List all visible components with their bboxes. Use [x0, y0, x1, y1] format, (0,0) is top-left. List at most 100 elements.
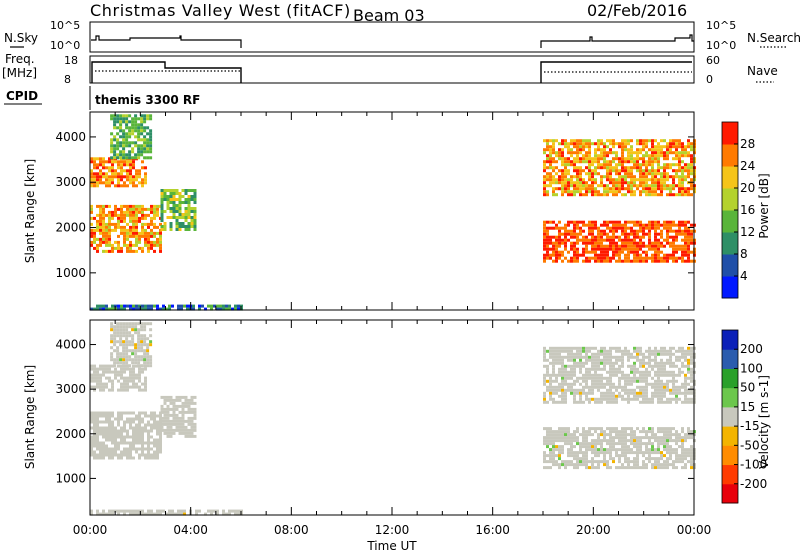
heatmap-cell [666, 433, 669, 437]
heatmap-cell [654, 148, 657, 152]
heatmap-cell [90, 441, 93, 445]
heatmap-cell [636, 436, 639, 440]
heatmap-cell [639, 253, 642, 257]
heatmap-cell [108, 157, 111, 161]
heatmap-cell [567, 346, 570, 350]
heatmap-cell [684, 232, 687, 236]
heatmap-cell [558, 142, 561, 146]
heatmap-cell [102, 447, 105, 451]
heatmap-cell [102, 181, 105, 185]
heatmap-cell [582, 241, 585, 245]
heatmap-cell [102, 166, 105, 170]
heatmap-cell [137, 346, 141, 350]
heatmap-cell [119, 144, 123, 148]
heatmap-cell [564, 172, 567, 176]
heatmap-cell [546, 235, 549, 239]
heatmap-cell [564, 349, 567, 353]
heatmap-cell [543, 247, 546, 251]
heatmap-cell [582, 346, 585, 350]
heatmap-cell [184, 401, 188, 405]
heatmap-cell [99, 160, 102, 164]
heatmap-cell [144, 379, 147, 383]
heatmap-cell [627, 445, 630, 449]
heatmap-cell [555, 385, 558, 389]
heatmap-cell [131, 117, 135, 121]
heatmap-cell [600, 175, 603, 179]
heatmap-cell [636, 169, 639, 173]
heatmap-cell [125, 138, 129, 142]
heatmap-cell [555, 223, 558, 227]
heatmap-cell [678, 178, 681, 182]
heatmap-cell [190, 401, 194, 405]
heatmap-cell [126, 376, 129, 380]
heatmap-cell [149, 328, 153, 332]
heatmap-cell [125, 325, 129, 329]
y-tick-label: 3000 [55, 175, 86, 189]
heatmap-cell [120, 246, 123, 250]
heatmap-cell [90, 367, 93, 371]
heatmap-cell [654, 223, 657, 227]
heatmap-cell [141, 426, 144, 430]
colorbar-swatch [722, 426, 738, 446]
heatmap-cell [633, 181, 636, 185]
heatmap-cell [672, 388, 675, 392]
heatmap-cell [645, 433, 648, 437]
heatmap-cell [684, 376, 687, 380]
heatmap-cell [576, 361, 579, 365]
heatmap-cell [648, 139, 651, 143]
heatmap-cell [591, 397, 594, 401]
heatmap-cell [114, 228, 117, 232]
heatmap-cell [552, 148, 555, 152]
heatmap-cell [119, 117, 123, 121]
heatmap-cell [543, 160, 546, 164]
heatmap-cell [687, 238, 690, 242]
heatmap-cell [120, 429, 123, 433]
heatmap-cell [131, 328, 135, 332]
heatmap-cell [143, 349, 147, 353]
heatmap-cell [645, 139, 648, 143]
heatmap-cell [573, 142, 576, 146]
heatmap-cell [576, 184, 579, 188]
heatmap-cell [651, 247, 654, 251]
heatmap-cell [146, 156, 150, 160]
heatmap-cell [125, 352, 129, 356]
heatmap-cell [654, 235, 657, 239]
heatmap-cell [609, 247, 612, 251]
heatmap-cell [153, 210, 156, 214]
heatmap-cell [609, 367, 612, 371]
heatmap-cell [135, 237, 138, 241]
heatmap-cell [564, 394, 567, 398]
heatmap-cell [678, 388, 681, 392]
heatmap-cell [603, 454, 606, 458]
heatmap-cell [573, 445, 576, 449]
heatmap-cell [573, 250, 576, 254]
heatmap-cell [684, 358, 687, 362]
heatmap-cell [102, 249, 105, 253]
heatmap-cell [684, 145, 687, 149]
heatmap-cell [660, 346, 663, 350]
heatmap-cell [125, 334, 129, 338]
heatmap-cell [138, 435, 141, 439]
heatmap-cell [129, 512, 132, 516]
heatmap-cell [181, 428, 185, 432]
heatmap-cell [657, 427, 660, 431]
heatmap-cell [663, 349, 666, 353]
heatmap-cell [129, 172, 132, 176]
heatmap-cell [633, 364, 636, 368]
heatmap-cell [609, 442, 612, 446]
heatmap-cell [627, 457, 630, 461]
heatmap-cell [114, 438, 117, 442]
heatmap-cell [582, 373, 585, 377]
heatmap-cell [144, 426, 147, 430]
heatmap-cell [99, 163, 102, 167]
heatmap-cell [123, 379, 126, 383]
heatmap-cell [144, 207, 147, 211]
heatmap-cell [99, 444, 102, 448]
heatmap-cell [175, 404, 179, 408]
heatmap-cell [615, 358, 618, 362]
heatmap-cell [150, 304, 153, 308]
heatmap-cell [651, 220, 654, 224]
heatmap-cell [582, 457, 585, 461]
heatmap-cell [125, 123, 129, 127]
heatmap-cell [585, 241, 588, 245]
